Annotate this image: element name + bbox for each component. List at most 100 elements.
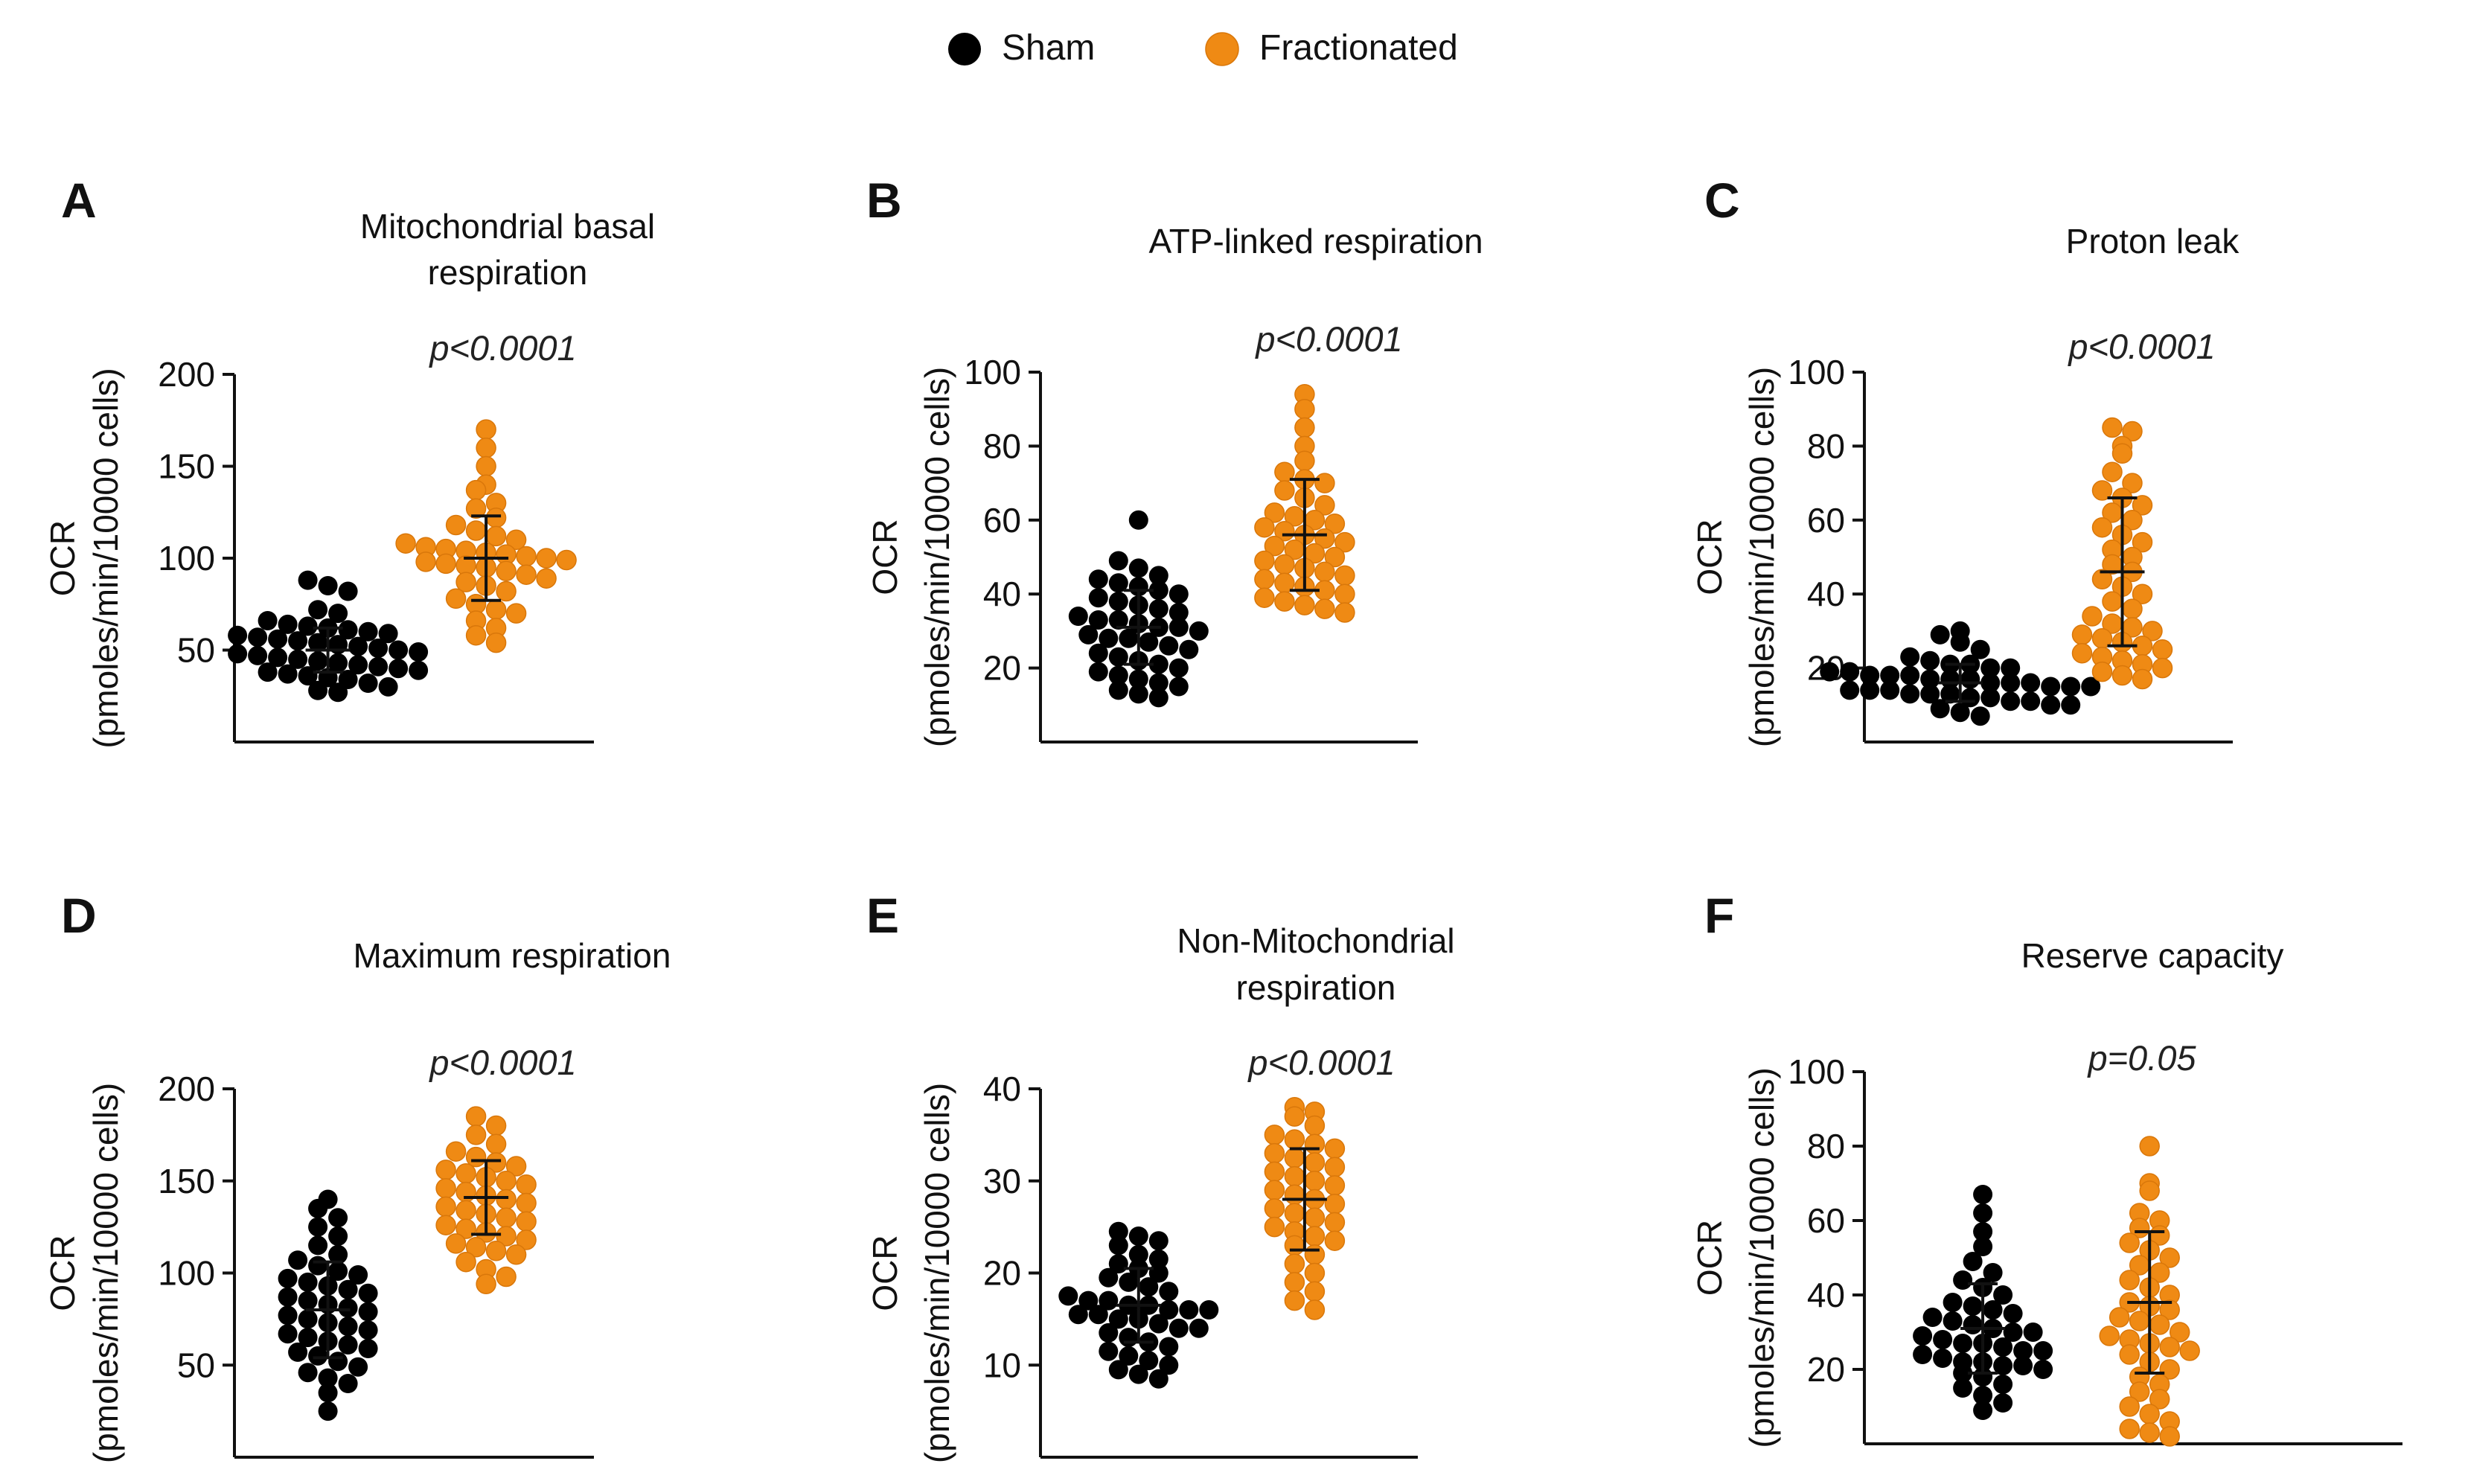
y-axis-label: OCR xyxy=(1690,519,1729,595)
data-point xyxy=(358,1320,378,1340)
data-point xyxy=(1943,1311,1963,1331)
legend-fractionated-marker xyxy=(1205,32,1239,66)
legend-sham-marker xyxy=(948,33,981,65)
data-point xyxy=(1304,1226,1326,1247)
data-point xyxy=(1108,680,1128,700)
data-point xyxy=(2108,1307,2130,1328)
data-point xyxy=(1199,1300,1219,1320)
data-point xyxy=(1088,588,1108,608)
data-point xyxy=(516,1192,537,1214)
data-point xyxy=(1139,1351,1159,1371)
data-point xyxy=(1088,662,1108,682)
data-point xyxy=(409,660,429,680)
data-point xyxy=(2139,1422,2160,1443)
data-point xyxy=(476,455,496,477)
data-point xyxy=(1189,1318,1209,1338)
data-point xyxy=(1148,1263,1168,1283)
data-point xyxy=(1304,1133,1326,1155)
data-point xyxy=(2091,480,2113,501)
data-point xyxy=(2061,695,2081,715)
series-fractionated xyxy=(435,1106,537,1295)
data-point xyxy=(1920,669,1940,689)
data-point xyxy=(1088,610,1108,630)
y-axis-label: OCR xyxy=(866,1235,904,1311)
data-point xyxy=(1088,1305,1108,1325)
data-point xyxy=(288,631,308,651)
data-point xyxy=(1294,595,1315,615)
data-point xyxy=(435,1215,456,1235)
data-point xyxy=(1284,1272,1305,1293)
data-point xyxy=(1139,632,1159,652)
data-point xyxy=(1324,1138,1346,1160)
data-point xyxy=(1913,1326,1933,1346)
data-point xyxy=(1950,632,1970,652)
data-point xyxy=(1108,573,1128,593)
data-point xyxy=(348,1357,368,1377)
panel-letter: E xyxy=(866,888,899,943)
data-point xyxy=(1128,1226,1148,1246)
data-point xyxy=(1930,699,1950,719)
data-point xyxy=(248,645,268,665)
data-point xyxy=(485,1115,507,1136)
y-tick-label: 80 xyxy=(983,426,1021,465)
data-point xyxy=(2119,1344,2140,1365)
data-point xyxy=(496,1189,517,1210)
data-point xyxy=(1304,1281,1326,1302)
data-point xyxy=(328,682,348,703)
y-axis-label-units: (pmoles/min/10000 cells) xyxy=(1742,367,1781,747)
data-point xyxy=(435,553,456,575)
data-point xyxy=(1840,680,1860,700)
data-point xyxy=(298,1290,318,1311)
y-tick-label: 10 xyxy=(983,1346,1021,1384)
data-point xyxy=(516,1211,537,1232)
data-point xyxy=(1264,1125,1285,1145)
data-point xyxy=(496,1266,517,1288)
data-point xyxy=(1284,1235,1305,1256)
panel-letter: F xyxy=(1704,888,1734,943)
data-point xyxy=(258,662,278,682)
data-point xyxy=(1264,1216,1285,1238)
data-point xyxy=(1179,639,1199,659)
data-point xyxy=(496,1171,517,1192)
y-tick-label: 100 xyxy=(158,539,215,578)
data-point xyxy=(2132,583,2153,604)
y-axis-label-units: (pmoles/min/10000 cells) xyxy=(86,368,125,748)
data-point xyxy=(2003,1304,2023,1323)
data-point xyxy=(1970,706,1990,726)
data-point xyxy=(2129,1381,2150,1402)
data-point xyxy=(2139,1136,2160,1157)
y-tick-label: 60 xyxy=(1807,501,1845,540)
data-point xyxy=(1324,1157,1346,1177)
y-tick-label: 100 xyxy=(1788,353,1845,391)
data-point xyxy=(2001,691,2021,711)
data-point xyxy=(278,1305,298,1325)
data-point xyxy=(1314,473,1335,493)
data-point xyxy=(1099,1341,1119,1361)
panel-title: Maximum respiration xyxy=(354,936,671,975)
data-point xyxy=(1993,1375,2013,1394)
data-point xyxy=(308,1198,328,1218)
data-point xyxy=(1304,1171,1326,1192)
data-point xyxy=(1940,684,1960,704)
y-tick-label: 40 xyxy=(983,575,1021,613)
data-point xyxy=(1324,1193,1346,1215)
data-point xyxy=(1099,1290,1119,1311)
data-point xyxy=(516,546,537,567)
y-tick-label: 80 xyxy=(1807,426,1845,465)
data-point xyxy=(1159,1337,1179,1357)
data-point xyxy=(1993,1356,2013,1375)
series-fractionated xyxy=(2071,417,2173,690)
data-point xyxy=(1314,495,1335,516)
p-value-label: p<0.0001 xyxy=(428,328,576,368)
data-point xyxy=(1148,599,1168,619)
data-point xyxy=(455,1218,476,1239)
y-axis-label: OCR xyxy=(866,519,904,595)
data-point xyxy=(258,611,278,630)
data-point xyxy=(228,644,248,664)
data-point xyxy=(1148,581,1168,601)
y-tick-label: 200 xyxy=(158,355,215,394)
data-point xyxy=(2071,624,2093,645)
data-point xyxy=(1294,398,1315,420)
data-point xyxy=(1159,636,1179,656)
